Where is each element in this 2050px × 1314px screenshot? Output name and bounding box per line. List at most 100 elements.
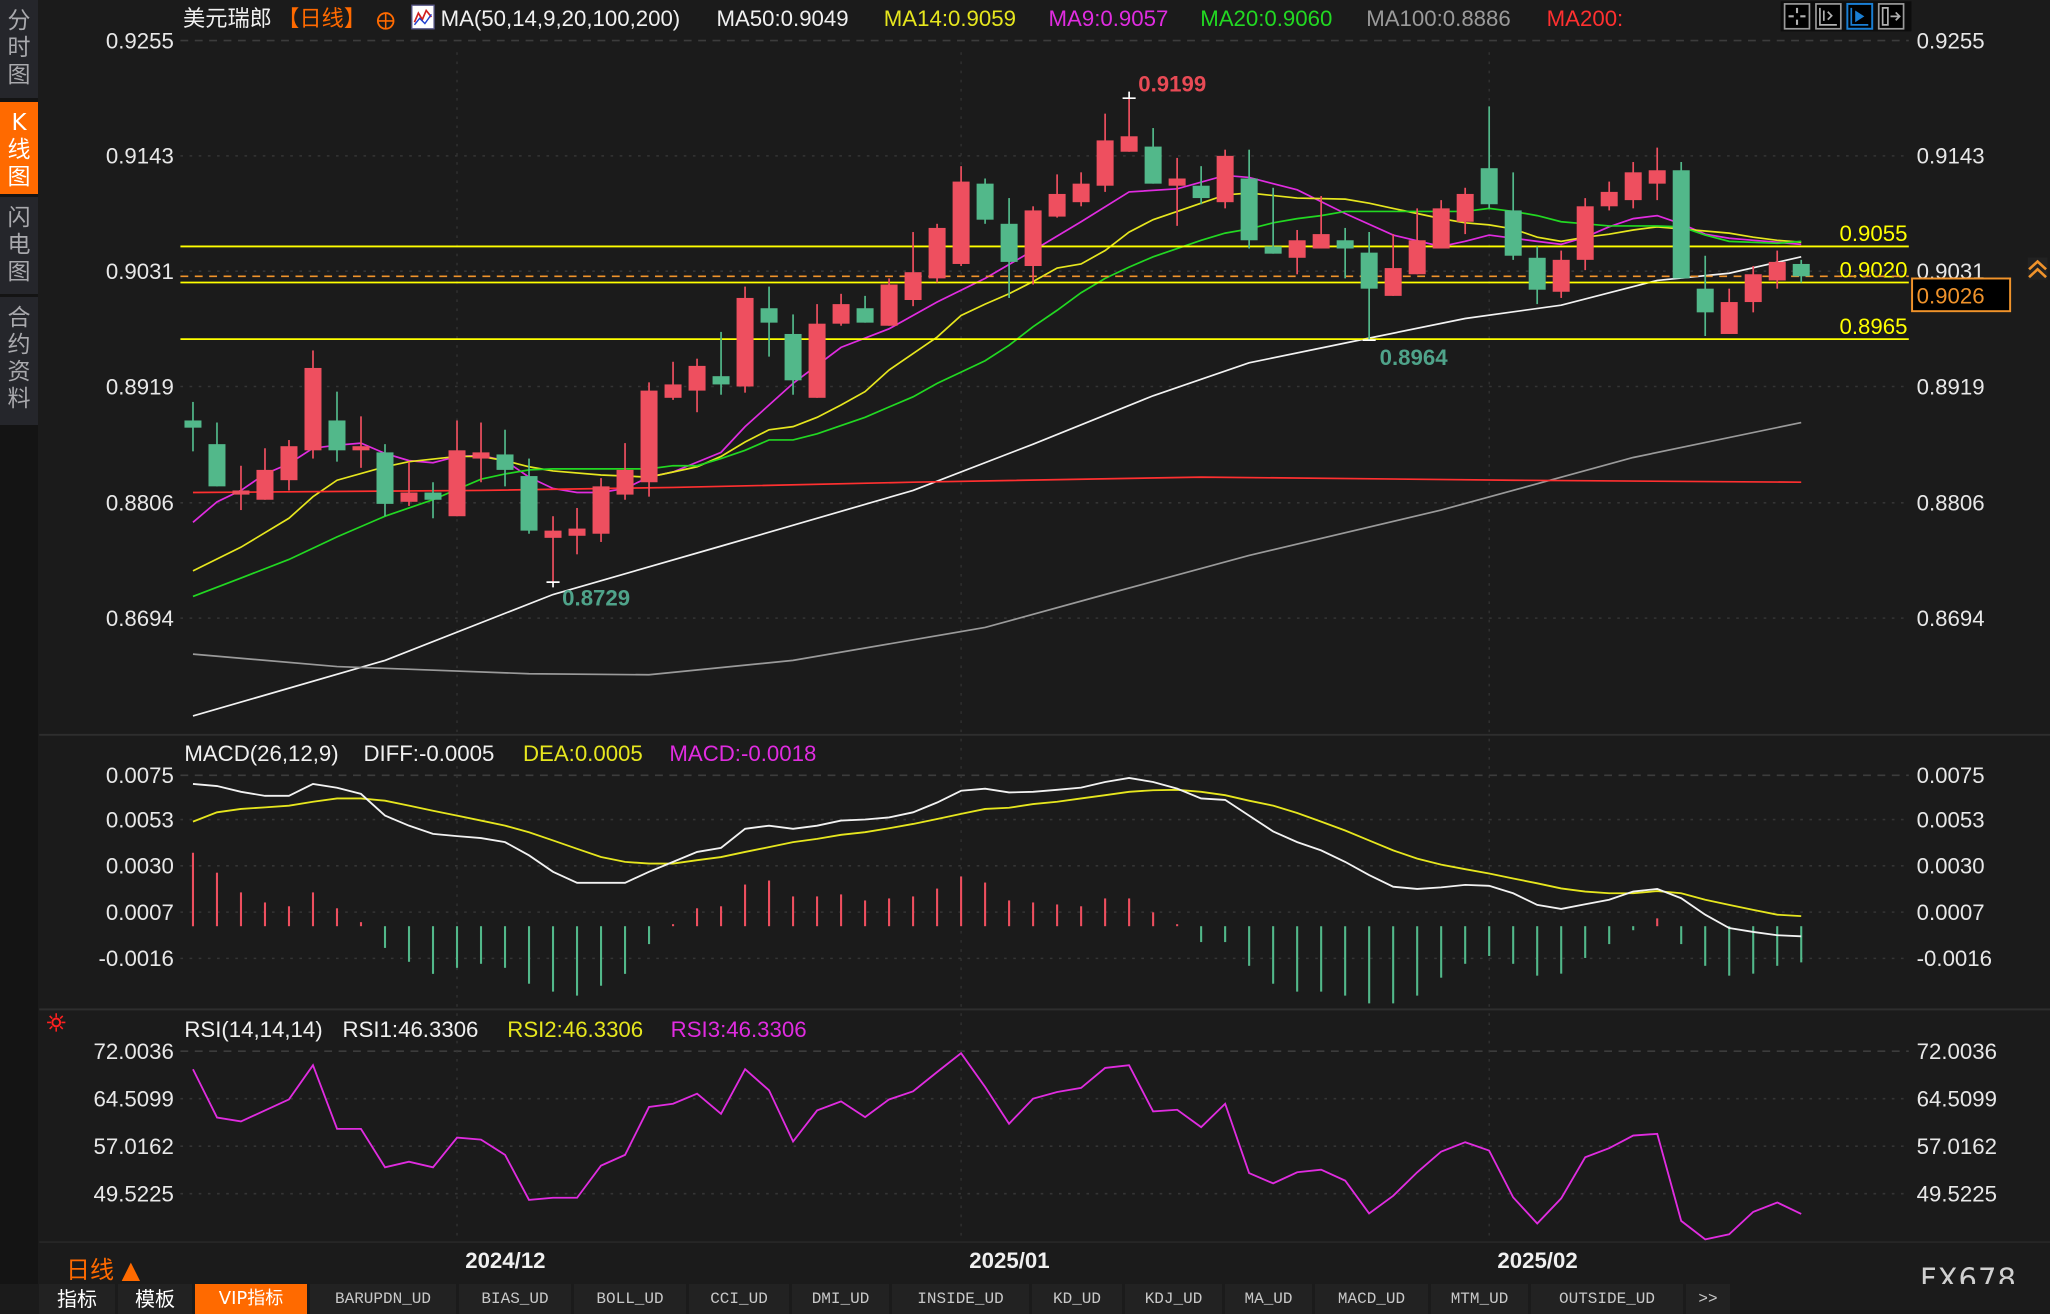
more-tabs-button[interactable]: >> [1686, 1284, 1730, 1314]
candle-body [832, 304, 850, 324]
candle [952, 166, 970, 267]
grid-layer [180, 39, 1909, 1243]
candle-body [568, 528, 586, 536]
sidebar-item-label: 分时图 [7, 8, 31, 88]
price-level-layer: 0.9055 0.9020 0.8965 [180, 221, 1909, 341]
candle [1000, 198, 1018, 298]
ma-line-ma100 [192, 421, 1802, 676]
add-indicator-icon[interactable] [376, 12, 395, 30]
rsi-tick-label-left: 72.0036 [94, 1039, 174, 1064]
tab-vip-indicators[interactable]: VIP指标 [195, 1284, 307, 1314]
tab-barupdn[interactable]: BARUPDN_UD [310, 1284, 456, 1314]
tab-dmi[interactable]: DMI_UD [792, 1284, 889, 1314]
low-price-label: 0.8729 [562, 586, 630, 611]
candle-body [1168, 178, 1186, 186]
candle-body [184, 420, 202, 428]
candle-body [640, 390, 658, 483]
play-range-icon[interactable] [1846, 2, 1874, 30]
candle [496, 429, 514, 487]
candle-body [496, 454, 514, 470]
candle-body [1624, 172, 1642, 201]
candle-body [232, 490, 250, 495]
candle-body [1312, 234, 1330, 249]
candle [1048, 174, 1066, 218]
price-tick-label-left: 0.8694 [106, 606, 174, 631]
sidebar-item-label: 合约资料 [7, 305, 31, 412]
tab-outside[interactable]: OUTSIDE_UD [1531, 1284, 1683, 1314]
macd-tick-label-left: 0.0053 [106, 807, 174, 832]
candle-body [1768, 261, 1786, 281]
rsi-tick-label-right: 64.5099 [1917, 1087, 1997, 1112]
scroll-to-latest-icon[interactable] [2027, 257, 2048, 280]
candle-body [712, 376, 730, 385]
sidebar-item-contract-info[interactable]: 合约资料 [0, 297, 38, 425]
candle [448, 420, 466, 517]
candle-body [952, 181, 970, 264]
indicator-chart-icon[interactable] [411, 4, 435, 30]
tab-ma[interactable]: MA_UD [1225, 1284, 1312, 1314]
candle-body [1360, 252, 1378, 289]
candle-body [1384, 268, 1402, 296]
candle-body [664, 384, 682, 398]
candle-body [1600, 191, 1618, 207]
candle [784, 314, 802, 395]
ma-line-ma9 [192, 174, 1802, 523]
candle-body [1096, 140, 1114, 186]
crosshair-icon[interactable] [1783, 3, 1811, 30]
candle-body [448, 450, 466, 517]
low-marker [546, 581, 560, 588]
candle-body [352, 446, 370, 451]
candle-body [880, 284, 898, 326]
tab-bias[interactable]: BIAS_UD [459, 1284, 571, 1314]
tab-boll[interactable]: BOLL_UD [574, 1284, 686, 1314]
indicator-tab-bar: 指标 模板 VIP指标 BARUPDN_UD BIAS_UD BOLL_UD C… [0, 1284, 2050, 1314]
tab-indicators[interactable]: 指标 [39, 1284, 115, 1314]
candle [328, 391, 346, 462]
rsi-settings-icon[interactable] [47, 1013, 66, 1032]
candle [304, 350, 322, 459]
macd-tick-label-left: 0.0007 [106, 900, 174, 925]
ma14-value: MA14:0.9059 [884, 6, 1016, 31]
candle [856, 295, 874, 323]
candle-body [1216, 155, 1234, 203]
candle [256, 448, 274, 500]
candle [616, 443, 634, 500]
candle-body [424, 492, 442, 500]
candle [280, 440, 298, 491]
candle-body [592, 486, 610, 534]
tab-kdj[interactable]: KDJ_UD [1125, 1284, 1222, 1314]
candle [928, 223, 946, 283]
tab-templates[interactable]: 模板 [118, 1284, 192, 1314]
sidebar-item-label: K线图 [7, 110, 31, 190]
candle [1792, 259, 1810, 283]
tab-inside[interactable]: INSIDE_UD [892, 1284, 1029, 1314]
sidebar-item-timeshare[interactable]: 分时图 [0, 0, 38, 98]
candle [1216, 149, 1234, 209]
sidebar-item-kline[interactable]: K线图 [0, 102, 38, 194]
candle-body [544, 530, 562, 538]
candle-body [1048, 193, 1066, 217]
tab-cci[interactable]: CCI_UD [689, 1284, 789, 1314]
candle-body [376, 452, 394, 504]
period-selector[interactable]: 日线 ▲ [66, 1256, 141, 1284]
candle-body [1264, 246, 1282, 254]
ma9-value: MA9:0.9057 [1049, 6, 1169, 31]
tab-mtm[interactable]: MTM_UD [1431, 1284, 1528, 1314]
candle [1648, 147, 1666, 201]
level-label: 0.9020 [1840, 257, 1908, 282]
candle-body [1072, 183, 1090, 203]
high-marker [1122, 91, 1136, 100]
price-tick-label-left: 0.9031 [106, 259, 174, 284]
rsi-tick-label-left: 64.5099 [94, 1087, 174, 1112]
zoom-range-icon[interactable] [1815, 3, 1842, 30]
sidebar-item-flash[interactable]: 闪电图 [0, 197, 38, 294]
candle-body [808, 323, 826, 398]
price-tick-label-right: 0.8806 [1917, 491, 1985, 516]
candle [400, 461, 418, 506]
candle-body [784, 333, 802, 381]
tab-kd[interactable]: KD_UD [1032, 1284, 1122, 1314]
tab-macd[interactable]: MACD_UD [1315, 1284, 1428, 1314]
exit-range-icon[interactable] [1877, 3, 1905, 30]
